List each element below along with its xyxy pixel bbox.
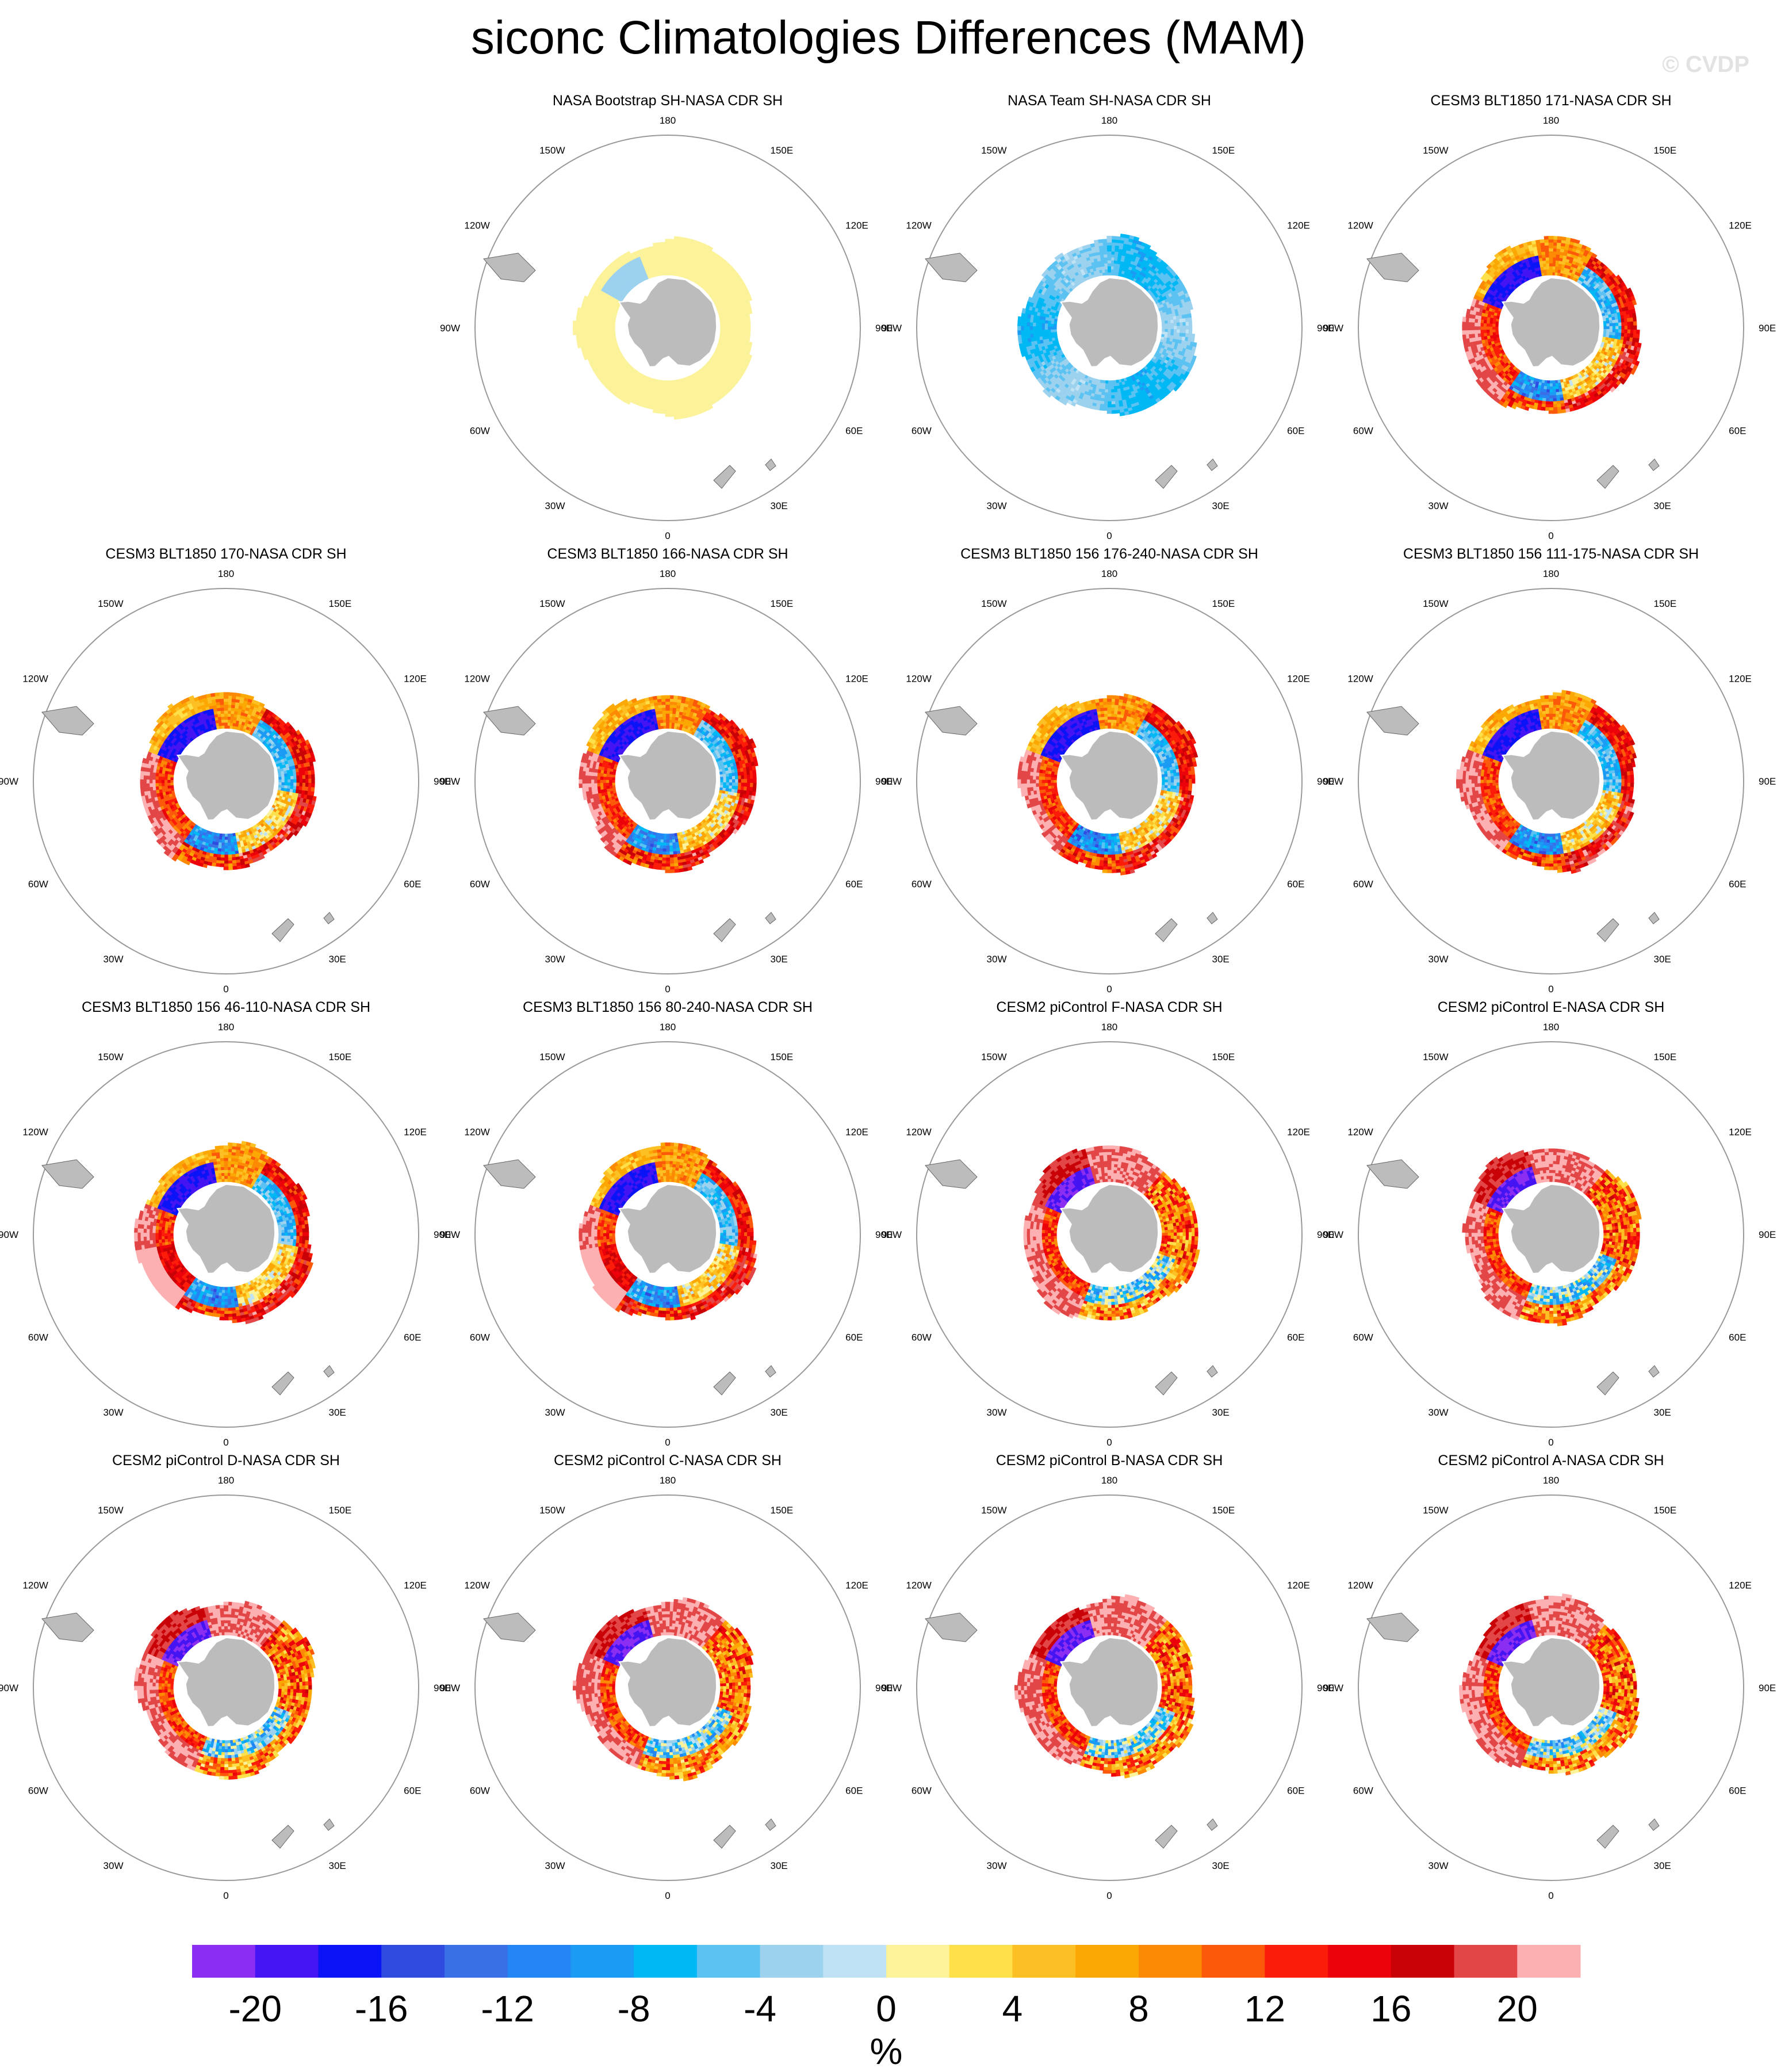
- longitude-label: 120W: [464, 220, 489, 231]
- longitude-label: 180: [1101, 115, 1117, 126]
- ice-cell: [1120, 412, 1125, 416]
- longitude-label: 90W: [440, 323, 460, 334]
- ice-cell: [1102, 239, 1108, 243]
- ice-cell: [669, 413, 675, 417]
- longitude-label: 60W: [28, 879, 48, 890]
- ice-cell: [573, 325, 576, 330]
- map-panels: NASA Bootstrap SH-NASA CDR SH 0 30E 60E 90E 1…: [0, 0, 1777, 1916]
- ice-cell: [1548, 236, 1553, 239]
- longitude-label: 150E: [1212, 145, 1235, 156]
- longitude-label: 150W: [981, 145, 1006, 156]
- ice-cell: [1018, 316, 1022, 322]
- map-panel-3: CESM3 BLT1850 171-NASA CDR SH 0 30E 60E 90E 1…: [1323, 93, 1776, 541]
- longitude-label: 60E: [845, 426, 863, 437]
- longitude-label: 120E: [404, 674, 427, 685]
- panel-title: NASA Bootstrap SH-NASA CDR SH: [553, 93, 783, 109]
- longitude-label: 0: [223, 984, 228, 995]
- ice-cell: [1462, 326, 1465, 331]
- longitude-label: 60E: [404, 879, 421, 890]
- longitude-label: 0: [1548, 530, 1553, 541]
- map-panel-4: CESM3 BLT1850 170-NASA CDR SH030E60E90E1…: [0, 546, 451, 995]
- longitude-label: 90W: [1323, 323, 1343, 334]
- longitude-label: 30W: [1429, 500, 1449, 511]
- ice-cell: [674, 416, 680, 420]
- longitude-label: 30E: [1212, 500, 1230, 511]
- panel-title: CESM3 BLT1850 170-NASA CDR SH: [105, 546, 346, 562]
- longitude-label: 150E: [1654, 145, 1677, 156]
- longitude-label: 60E: [1287, 426, 1304, 437]
- longitude-label: 120W: [1347, 220, 1373, 231]
- ice-cell: [1106, 236, 1112, 239]
- longitude-label: 150W: [539, 145, 565, 156]
- ice-cell: [311, 779, 315, 784]
- ice-cell: [665, 239, 671, 242]
- ice-cell: [1017, 330, 1021, 335]
- longitude-label: 120E: [845, 220, 868, 231]
- longitude-label: 30E: [771, 500, 788, 511]
- ice-cell: [653, 409, 658, 413]
- panel-title: CESM3 BLT1850 171-NASA CDR SH: [1430, 93, 1671, 109]
- longitude-label: 150E: [329, 598, 352, 609]
- longitude-label: 30W: [987, 500, 1007, 511]
- longitude-label: 120W: [906, 220, 931, 231]
- longitude-label: 0: [1106, 530, 1112, 541]
- longitude-label: 30W: [104, 954, 124, 965]
- ice-cell: [573, 330, 577, 335]
- longitude-label: 60W: [470, 426, 490, 437]
- ice-cell: [311, 774, 315, 779]
- panel-title: NASA Team SH-NASA CDR SH: [1008, 93, 1211, 109]
- longitude-label: 150E: [771, 145, 794, 156]
- longitude-label: 120W: [22, 674, 48, 685]
- longitude-label: 60E: [1729, 426, 1746, 437]
- longitude-label: 60W: [1353, 426, 1373, 437]
- longitude-label: 90W: [0, 776, 18, 787]
- map-panel-1: NASA Bootstrap SH-NASA CDR SH030E60E90E1…: [440, 93, 893, 541]
- longitude-label: 90W: [882, 323, 902, 334]
- longitude-label: 0: [665, 530, 670, 541]
- longitude-label: 60W: [912, 426, 932, 437]
- ice-cell: [1462, 330, 1466, 335]
- map-panel-2: NASA Team SH-NASA CDR SH030E60E90E120E15…: [882, 93, 1334, 541]
- longitude-label: 90E: [1759, 323, 1776, 334]
- longitude-label: 120E: [1287, 220, 1310, 231]
- ice-cell: [665, 413, 671, 416]
- longitude-label: 180: [218, 568, 234, 579]
- longitude-label: 150W: [98, 598, 123, 609]
- longitude-label: 30E: [329, 954, 346, 965]
- longitude-label: 150W: [1423, 145, 1448, 156]
- longitude-label: 30W: [545, 500, 565, 511]
- longitude-label: 180: [660, 115, 676, 126]
- ice-cell: [1544, 236, 1549, 240]
- longitude-label: 180: [1543, 115, 1559, 126]
- longitude-label: 120E: [1729, 220, 1752, 231]
- longitude-label: 30E: [1654, 500, 1671, 511]
